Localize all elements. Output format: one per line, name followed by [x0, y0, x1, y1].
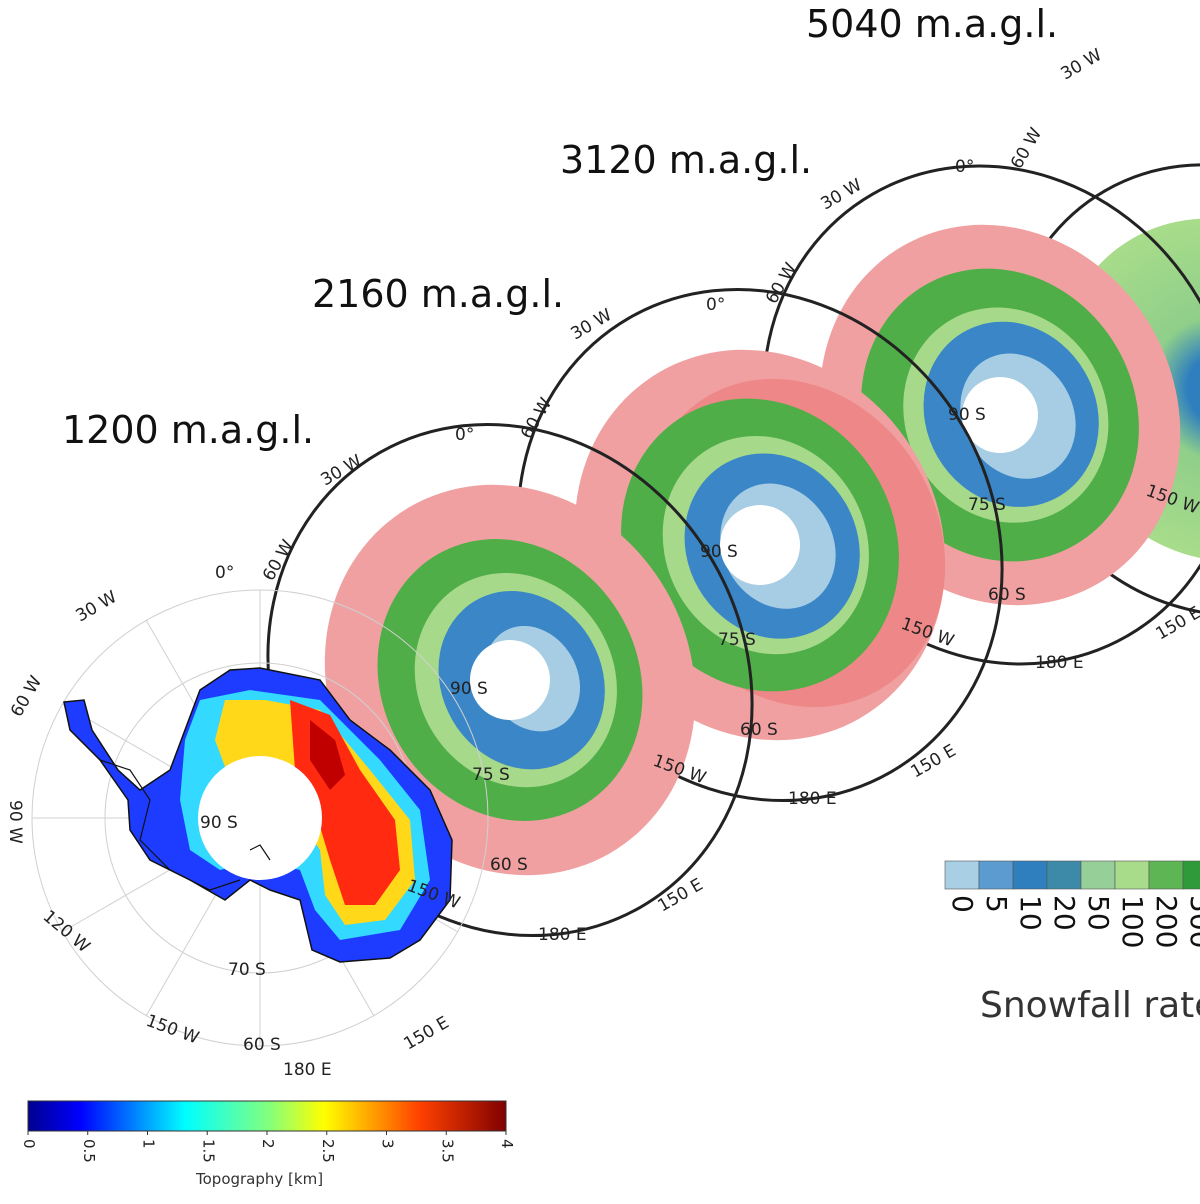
l2160-lon-0: 0° [706, 295, 725, 315]
topo-lon-150w: 150 W [143, 1011, 201, 1049]
l1200-lon-30w: 30 W [318, 451, 366, 490]
l1200-lat-90s: 90 S [450, 679, 488, 699]
topography-tick-label: 3 [379, 1139, 397, 1149]
topo-lat-60s: 60 S [243, 1035, 281, 1055]
l2160-lat-60s: 60 S [740, 720, 778, 740]
topography-tick-label: 0 [20, 1139, 38, 1149]
topography-colorbar-label: Topography [km] [196, 1170, 323, 1188]
l3120-lat-60s: 60 S [988, 585, 1026, 605]
topography-tick-label: 0.5 [80, 1139, 98, 1163]
topography-tick-label: 2 [259, 1139, 277, 1149]
topo-lon-180e: 180 E [283, 1060, 332, 1080]
topo-lon-0: 0° [215, 563, 234, 583]
topography-tick-label: 1 [140, 1139, 158, 1149]
snowfall-tick-label: 50 [1082, 895, 1115, 931]
topo-lon-90w: 90 W [5, 800, 25, 844]
l1200-lon-150e: 150 E [655, 875, 707, 917]
layer-title-3120: 3120 m.a.g.l. [560, 138, 812, 182]
snowfall-swatch [979, 861, 1013, 889]
snowfall-tick-label: 0 [946, 895, 979, 913]
snowfall-swatch [1183, 861, 1200, 889]
snowfall-swatch [1149, 861, 1183, 889]
topo-lon-120w: 120 W [39, 907, 94, 958]
l5040-lon-60w: 60 W [1007, 124, 1046, 172]
l3120-lon-30w: 30 W [818, 175, 866, 214]
l2160-lon-60w: 60 W [517, 394, 556, 442]
snowfall-swatch [1013, 861, 1047, 889]
topography-colorbar-ticks: 0 0.5 1 1.5 2 2.5 3 3.5 4 [20, 1131, 516, 1163]
l3120-lon-150e: 150 E [1153, 603, 1200, 645]
topo-lon-60w: 60 W [7, 672, 46, 720]
topo-lon-150e: 150 E [401, 1013, 453, 1055]
snowfall-swatch [1047, 861, 1081, 889]
l1200-lon-0: 0° [455, 425, 474, 445]
l1200-lon-180e: 180 E [538, 925, 587, 945]
l3120-lon-180e: 180 E [1035, 653, 1084, 673]
topo-lat-90s: 90 S [200, 813, 238, 833]
snowfall-colorbar-label: Snowfall rate [980, 985, 1200, 1026]
l2160-lat-75s: 75 S [718, 630, 756, 650]
layer-title-2160: 2160 m.a.g.l. [312, 272, 564, 316]
l1200-lat-60s: 60 S [490, 855, 528, 875]
l3120-lat-75s: 75 S [968, 495, 1006, 515]
l3120-lon-60w: 60 W [762, 259, 801, 307]
topography-colorbar [28, 1101, 506, 1131]
l2160-lat-90s: 90 S [700, 542, 738, 562]
topo-lon-30w: 30 W [73, 587, 121, 626]
layer-title-1200: 1200 m.a.g.l. [62, 408, 314, 452]
snowfall-tick-label: 5 [980, 895, 1013, 913]
snowfall-tick-label: 10 [1014, 895, 1047, 931]
l2160-lon-180e: 180 E [788, 789, 837, 809]
snowfall-swatch [945, 861, 979, 889]
l1200-lat-75s: 75 S [472, 765, 510, 785]
snowfall-tick-label: 20 [1048, 895, 1081, 931]
topography-tick-label: 4 [498, 1139, 516, 1149]
topo-lat-70s: 70 S [228, 960, 266, 980]
snowfall-swatch [1115, 861, 1149, 889]
l2160-lon-150e: 150 E [908, 741, 960, 783]
snowfall-tick-label: 200 [1150, 895, 1183, 948]
l3120-lat-90s: 90 S [948, 405, 986, 425]
topography-tick-label: 1.5 [199, 1139, 217, 1163]
l5040-lon-30w: 30 W [1058, 45, 1106, 84]
l1200-lon-60w: 60 W [259, 536, 298, 584]
l3120-lon-0: 0° [955, 157, 974, 177]
snowfall-swatch [1081, 861, 1115, 889]
snowfall-tick-label: 500 [1184, 895, 1200, 948]
layer-title-5040: 5040 m.a.g.l. [806, 2, 1058, 46]
l2160-lon-30w: 30 W [568, 305, 616, 344]
topography-tick-label: 2.5 [319, 1139, 337, 1163]
topography-tick-label: 3.5 [438, 1139, 456, 1163]
snowfall-tick-label: 100 [1116, 895, 1149, 948]
